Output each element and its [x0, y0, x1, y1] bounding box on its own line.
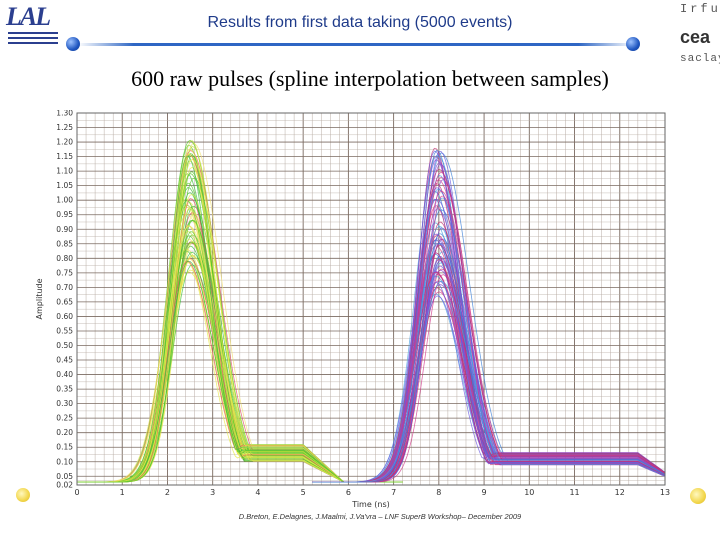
- decor-dot: [690, 488, 706, 504]
- decor-dot: [16, 488, 30, 502]
- y-tick-label: 0.75: [56, 268, 73, 277]
- title-rule: [78, 43, 634, 46]
- y-tick-label: 0.45: [56, 356, 73, 365]
- y-tick-label: 0.90: [56, 225, 73, 234]
- y-tick-label: 0.95: [56, 210, 73, 219]
- x-tick-label: 1: [120, 488, 125, 497]
- x-tick-label: 6: [346, 488, 351, 497]
- slide-subtitle: 600 raw pulses (spline interpolation bet…: [131, 66, 609, 91]
- x-tick-label: 4: [255, 488, 260, 497]
- irfu-logo: Irfu: [680, 2, 720, 16]
- x-tick-label: 9: [482, 488, 487, 497]
- cea-logo: cea: [680, 27, 711, 47]
- y-tick-label: 0.15: [56, 443, 73, 452]
- rule-dot-right: [626, 37, 640, 51]
- y-tick-label: 0.50: [56, 341, 73, 350]
- x-tick-label: 11: [569, 488, 579, 497]
- y-tick-label: 0.20: [56, 428, 73, 437]
- x-axis-label: Time (ns): [351, 500, 390, 509]
- y-tick-label: 1.25: [56, 123, 73, 132]
- y-tick-label: 0.80: [56, 254, 73, 263]
- saclay-logo: saclay: [680, 53, 720, 65]
- x-tick-label: 13: [660, 488, 670, 497]
- y-tick-label: 0.25: [56, 414, 73, 423]
- plot-border: [76, 112, 666, 486]
- y-tick-label: 1.00: [56, 196, 73, 205]
- x-tick-label: 5: [301, 488, 306, 497]
- x-tick-label: 3: [210, 488, 215, 497]
- pulse-curve: [312, 280, 666, 483]
- y-tick-label: 0.02: [56, 481, 73, 490]
- logo-line: [8, 37, 58, 39]
- logo-line: [8, 42, 58, 44]
- slide-title: Results from first data taking (5000 eve…: [207, 14, 513, 31]
- footer-credit: D.Breton, E.Delagnes, J.Maalmi, J.Va'vra…: [238, 512, 522, 521]
- y-tick-label: 0.05: [56, 472, 73, 481]
- pulse-curve: [312, 187, 666, 483]
- x-tick-label: 7: [391, 488, 396, 497]
- lal-logo-mark: LAL: [6, 2, 51, 31]
- y-tick-label: 0.10: [56, 457, 73, 466]
- y-tick-label: 1.05: [56, 181, 73, 190]
- logo-line: [8, 32, 58, 34]
- y-tick-label: 0.40: [56, 370, 73, 379]
- x-tick-label: 12: [615, 488, 625, 497]
- y-tick-label: 1.10: [56, 167, 73, 176]
- x-tick-label: 10: [524, 488, 534, 497]
- y-tick-label: 1.15: [56, 152, 73, 161]
- y-tick-label: 0.60: [56, 312, 73, 321]
- x-tick-label: 8: [436, 488, 441, 497]
- y-tick-label: 1.20: [56, 138, 73, 147]
- rule-dot-left: [66, 37, 80, 51]
- x-tick-label: 2: [165, 488, 170, 497]
- x-tick-label: 0: [74, 488, 79, 497]
- pulse-chart: 0.020.05 0.10 0.15 0.20 0.25 0.30 0.35 0.40 0.45…: [35, 110, 670, 509]
- plot-area: [77, 113, 665, 485]
- pulse-curve: [312, 233, 666, 483]
- y-tick-label: 0.55: [56, 326, 73, 335]
- y-tick-label: 0.85: [56, 239, 73, 248]
- y-tick-label: 0.65: [56, 297, 73, 306]
- y-tick-label: 1.30: [56, 110, 73, 118]
- y-tick-label: 0.35: [56, 385, 73, 394]
- y-tick-label: 0.30: [56, 399, 73, 408]
- lal-logo: LAL: [4, 2, 80, 52]
- y-axis-label: Amplitude: [35, 278, 44, 319]
- y-tick-label: 0.70: [56, 283, 73, 292]
